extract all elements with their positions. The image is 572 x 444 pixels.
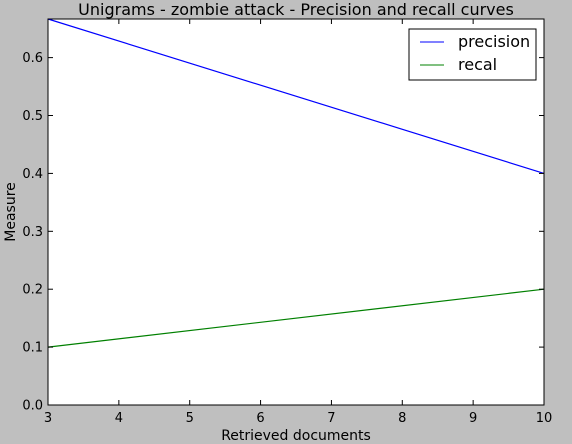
plot-frame: [47, 18, 545, 406]
legend-label-recal: recal: [458, 55, 497, 74]
y-tick-label: 0.3: [22, 225, 43, 240]
x-tick-label: 3: [44, 411, 52, 426]
y-tick-label: 0.2: [22, 283, 43, 298]
legend-frame: [408, 28, 537, 81]
y-axis-label: Measure: [3, 182, 19, 242]
series-line-precision: [47, 18, 545, 174]
x-tick-label: 7: [327, 411, 335, 426]
y-tick-label: 0.0: [22, 399, 43, 414]
x-ticks: 3 4 5 6 7 8 9 10: [44, 19, 552, 426]
x-tick-label: 9: [469, 411, 477, 426]
y-tick-label: 0.1: [22, 341, 43, 356]
x-tick-label: 4: [115, 411, 123, 426]
series-layer: [47, 18, 545, 348]
x-tick-label: 5: [186, 411, 194, 426]
y-tick-label: 0.4: [22, 167, 43, 182]
series-line-recal: [47, 288, 545, 348]
x-tick-label: 6: [256, 411, 264, 426]
x-tick-label: 8: [398, 411, 406, 426]
y-ticks: 0.0 0.1 0.2 0.3 0.4 0.5 0.6: [22, 51, 544, 414]
x-tick-label: 10: [536, 411, 553, 426]
chart-title: Unigrams - zombie attack - Precision and…: [78, 0, 514, 19]
legend-label-precision: precision: [458, 32, 530, 51]
y-tick-label: 0.5: [22, 109, 43, 124]
y-tick-label: 0.6: [22, 51, 43, 66]
x-axis-label: Retrieved documents: [221, 428, 371, 444]
legend: precision recal: [408, 28, 537, 81]
plot-area: [48, 19, 544, 405]
